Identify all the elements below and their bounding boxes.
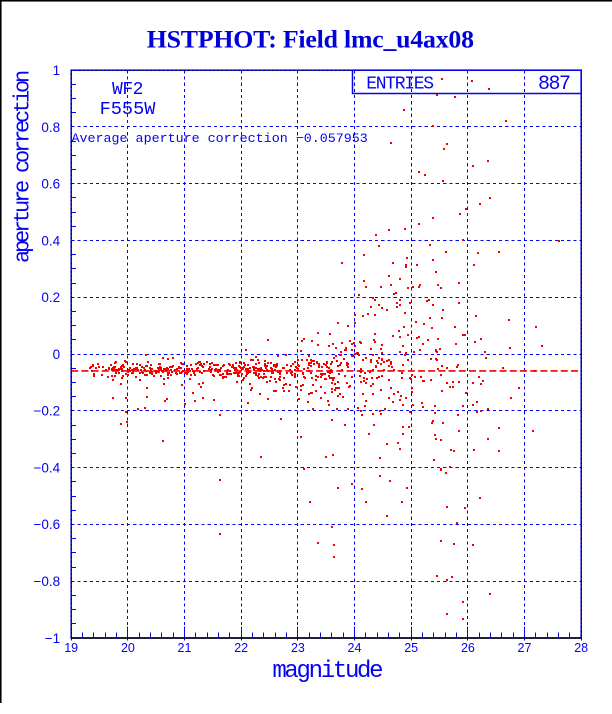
- svg-text:21: 21: [178, 641, 192, 655]
- svg-text:HSTPHOT: Field lmc_u4ax08: HSTPHOT: Field lmc_u4ax08: [147, 24, 474, 53]
- svg-text:28: 28: [574, 641, 588, 655]
- svg-text:0.4: 0.4: [41, 233, 60, 248]
- svg-text:23: 23: [291, 641, 305, 655]
- svg-text:−0.8: −0.8: [34, 574, 61, 589]
- svg-text:−0.4: −0.4: [34, 461, 61, 476]
- svg-text:25: 25: [404, 641, 418, 655]
- svg-text:0.8: 0.8: [41, 120, 60, 135]
- svg-text:19: 19: [64, 641, 78, 655]
- svg-text:27: 27: [518, 641, 532, 655]
- svg-text:Average aperture correction −0: Average aperture correction −0.057953: [72, 132, 368, 147]
- svg-text:1: 1: [53, 63, 61, 78]
- svg-text:aperture correction: aperture correction: [11, 71, 36, 263]
- svg-text:0: 0: [53, 347, 61, 362]
- svg-text:ENTRIES: ENTRIES: [366, 75, 433, 95]
- svg-text:0.2: 0.2: [41, 290, 60, 305]
- svg-text:26: 26: [461, 641, 475, 655]
- svg-text:WF2: WF2: [112, 80, 143, 100]
- svg-text:−0.2: −0.2: [34, 404, 61, 419]
- svg-text:887: 887: [538, 73, 570, 96]
- svg-text:22: 22: [234, 641, 248, 655]
- svg-text:24: 24: [348, 641, 362, 655]
- svg-text:20: 20: [121, 641, 135, 655]
- svg-text:F555W: F555W: [100, 99, 157, 120]
- svg-text:0.6: 0.6: [41, 177, 60, 192]
- svg-text:magnitude: magnitude: [272, 658, 382, 685]
- svg-text:−1: −1: [45, 631, 60, 646]
- svg-text:−0.6: −0.6: [34, 517, 61, 532]
